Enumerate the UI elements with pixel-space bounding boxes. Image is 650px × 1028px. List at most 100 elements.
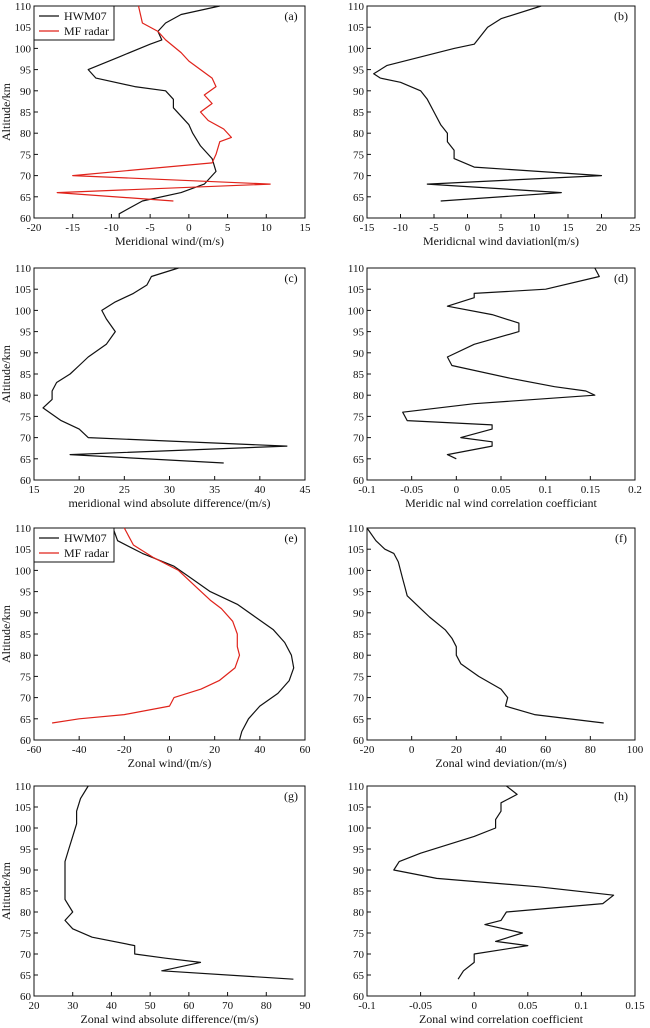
y-tick-label: 65 [353, 714, 365, 726]
x-tick-label: -40 [72, 744, 87, 756]
panel-label: (f) [615, 531, 627, 545]
x-tick-label: 0 [465, 222, 471, 234]
y-tick-label: 95 [20, 327, 32, 339]
series-line-1 [42, 267, 288, 464]
y-tick-label: 80 [20, 390, 32, 402]
y-tick-label: 75 [353, 671, 365, 683]
panel-label: (c) [284, 271, 297, 285]
y-tick-label: 70 [20, 949, 32, 961]
x-tick-label: 0.15 [581, 484, 601, 496]
y-tick-label: 105 [15, 22, 32, 34]
x-axis-label: Zonal wind deviation/(m/s) [435, 756, 566, 770]
y-tick-label: 95 [353, 327, 365, 339]
x-tick-label: 80 [585, 744, 597, 756]
y-tick-label: 90 [353, 86, 365, 98]
plot-frame [366, 5, 636, 219]
y-tick-label: 110 [348, 1, 365, 13]
y-tick-label: 100 [348, 565, 365, 577]
y-tick-label: 80 [20, 907, 32, 919]
x-tick-label: 40 [254, 744, 266, 756]
y-tick-label: 105 [15, 284, 32, 296]
y-tick-label: 105 [348, 284, 365, 296]
series-line-1 [393, 785, 615, 980]
y-tick-label: 105 [348, 22, 365, 34]
y-tick-label: 85 [353, 629, 365, 641]
y-tick-label: 90 [353, 348, 365, 360]
y-tick-label: 65 [20, 454, 32, 466]
y-axis-label: Altitude/km [0, 82, 13, 141]
chart-panel-1: -20 -15 -10 -5 0 5 10 15 60 65 70 75 80 85 90 95 100 105 1… [0, 1, 311, 248]
legend-box [33, 527, 115, 563]
y-tick-label: 110 [348, 263, 365, 275]
y-tick-label: 85 [20, 107, 32, 119]
panel-label: (b) [614, 9, 628, 23]
y-tick-label: 85 [353, 107, 365, 119]
x-tick-label: 30 [164, 484, 176, 496]
x-axis-label: meridional wind absolute difference/(m/s… [68, 496, 270, 510]
y-tick-label: 95 [353, 844, 365, 856]
x-tick-label: 40 [496, 744, 508, 756]
y-tick-label: 95 [353, 587, 365, 599]
x-axis-label: Meridicnal wind daviationl(m/s) [423, 234, 579, 248]
x-tick-label: 0.15 [625, 1000, 645, 1012]
x-tick-label: 20 [29, 1000, 41, 1012]
x-tick-label: 5 [225, 222, 231, 234]
series-line-1 [64, 785, 294, 980]
y-tick-label: 90 [20, 86, 32, 98]
x-tick-label: 15 [29, 484, 41, 496]
y-tick-label: 100 [15, 823, 32, 835]
series-line-hwm07 [87, 5, 220, 218]
series-line-1 [402, 267, 600, 460]
y-tick-label: 75 [20, 411, 32, 423]
y-tick-label: 95 [353, 65, 365, 77]
chart-panel-8: -0.1 -0.05 0 0.05 0.1 0.15 60 65 70 75 80 85 90 95 100… [348, 781, 646, 1026]
x-tick-label: -5 [146, 222, 156, 234]
legend-entry: HWM07 [64, 9, 107, 23]
y-tick-label: 80 [353, 907, 365, 919]
chart-panel-6: -20 0 20 40 60 80 100 60 65 70 75 80 85 90 95 100 105 110… [348, 523, 644, 770]
x-tick-label: 20 [596, 222, 608, 234]
x-tick-label: -10 [104, 222, 119, 234]
x-tick-label: 70 [222, 1000, 234, 1012]
x-tick-label: -15 [65, 222, 80, 234]
x-tick-label: 0.05 [491, 484, 511, 496]
y-tick-label: 110 [15, 523, 32, 535]
x-tick-label: 35 [209, 484, 221, 496]
x-tick-label: 0.1 [539, 484, 553, 496]
y-tick-label: 105 [15, 544, 32, 556]
x-tick-label: 40 [254, 484, 266, 496]
y-tick-label: 85 [20, 369, 32, 381]
x-tick-label: 15 [300, 222, 312, 234]
y-tick-label: 75 [353, 411, 365, 423]
y-tick-label: 85 [20, 886, 32, 898]
legend-entry: HWM07 [64, 531, 107, 545]
y-tick-label: 65 [20, 970, 32, 982]
x-tick-label: 20 [209, 744, 221, 756]
chart-panel-7: 20 30 40 50 60 70 80 90 60 65 70 75 80 85 90 95 100 105 11… [0, 781, 311, 1026]
y-tick-label: 65 [20, 192, 32, 204]
x-tick-label: -0.1 [358, 1000, 375, 1012]
y-tick-label: 75 [353, 928, 365, 940]
x-tick-label: 90 [300, 1000, 312, 1012]
y-tick-label: 80 [353, 128, 365, 140]
y-tick-label: 95 [20, 587, 32, 599]
y-tick-label: 75 [20, 149, 32, 161]
x-tick-label: 60 [540, 744, 552, 756]
x-tick-label: -20 [117, 744, 132, 756]
plot-frame [33, 785, 306, 997]
x-axis-label: Zonal wind correlation coefficient [419, 1012, 584, 1026]
x-tick-label: 100 [627, 744, 644, 756]
x-tick-label: 25 [630, 222, 642, 234]
y-tick-label: 60 [353, 735, 365, 747]
series-line-mf-radar [56, 5, 271, 202]
panel-label: (e) [284, 531, 297, 545]
x-tick-label: 0 [186, 222, 192, 234]
x-tick-label: 50 [145, 1000, 157, 1012]
y-tick-label: 65 [353, 192, 365, 204]
y-tick-label: 90 [20, 348, 32, 360]
y-tick-label: 80 [353, 390, 365, 402]
x-tick-label: -20 [27, 222, 42, 234]
